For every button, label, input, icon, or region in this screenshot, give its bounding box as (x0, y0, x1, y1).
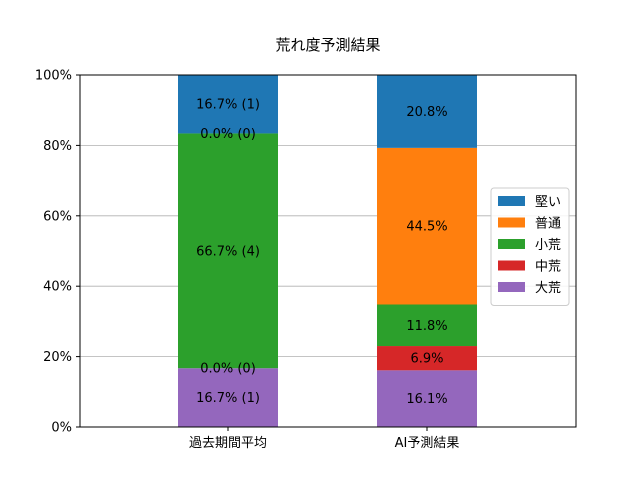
bar-data-label: 16.7% (1) (196, 98, 260, 113)
plot-frame (79, 74, 577, 428)
bar-data-label: 16.1% (406, 392, 447, 407)
legend-swatch (498, 260, 525, 271)
legend-label: 普通 (535, 217, 561, 232)
x-tick-label: AI予測結果 (395, 436, 460, 451)
legend-swatch (498, 196, 525, 206)
legend-swatch (498, 217, 525, 228)
bar-segment (178, 74, 278, 134)
bar-segment (377, 370, 477, 427)
x-tick-label: 過去期間平均 (189, 436, 267, 451)
axes: 0% 20% 40% 60% 80% 100% 過去期間平均 AI予測結果 (35, 69, 460, 452)
bar-segment (178, 368, 278, 427)
bar-segment (377, 304, 477, 347)
legend-swatch (498, 239, 525, 249)
legend-label: 中荒 (535, 260, 561, 275)
bar-segment (377, 74, 477, 148)
bar-data-label: 66.7% (4) (196, 244, 260, 259)
legend-label: 小荒 (535, 238, 561, 253)
bar-data-label: 44.5% (406, 220, 447, 235)
bar-data-label: 0.0% (0) (200, 362, 256, 377)
bar-data-label: 6.9% (410, 352, 443, 367)
legend-label: 堅い (535, 195, 561, 210)
bar-data-label: 20.8% (406, 105, 447, 120)
bar-segment (377, 147, 477, 305)
bar-data-label: 0.0% (0) (200, 127, 256, 142)
bar-data-label: 11.8% (406, 319, 447, 334)
y-tick-label: 40% (43, 280, 72, 295)
bar-data-label: 16.7% (1) (196, 391, 260, 406)
y-tick-label: 0% (51, 421, 72, 436)
bar-segment (377, 346, 477, 371)
legend-swatch (498, 282, 525, 292)
y-tick-label: 60% (43, 209, 72, 224)
legend-label: 大荒 (535, 281, 561, 296)
y-tick-label: 100% (35, 69, 72, 84)
y-tick-label: 20% (43, 350, 72, 365)
legend-box (490, 187, 570, 306)
bar-labels: 16.7% (1) 0.0% (0) 66.7% (4) 0.0% (0) 16.7% … (196, 98, 448, 408)
y-tick-label: 80% (43, 139, 72, 154)
bar-segment (178, 133, 278, 369)
chart-title: 荒れ度予測結果 (275, 36, 380, 54)
bars (178, 74, 477, 427)
